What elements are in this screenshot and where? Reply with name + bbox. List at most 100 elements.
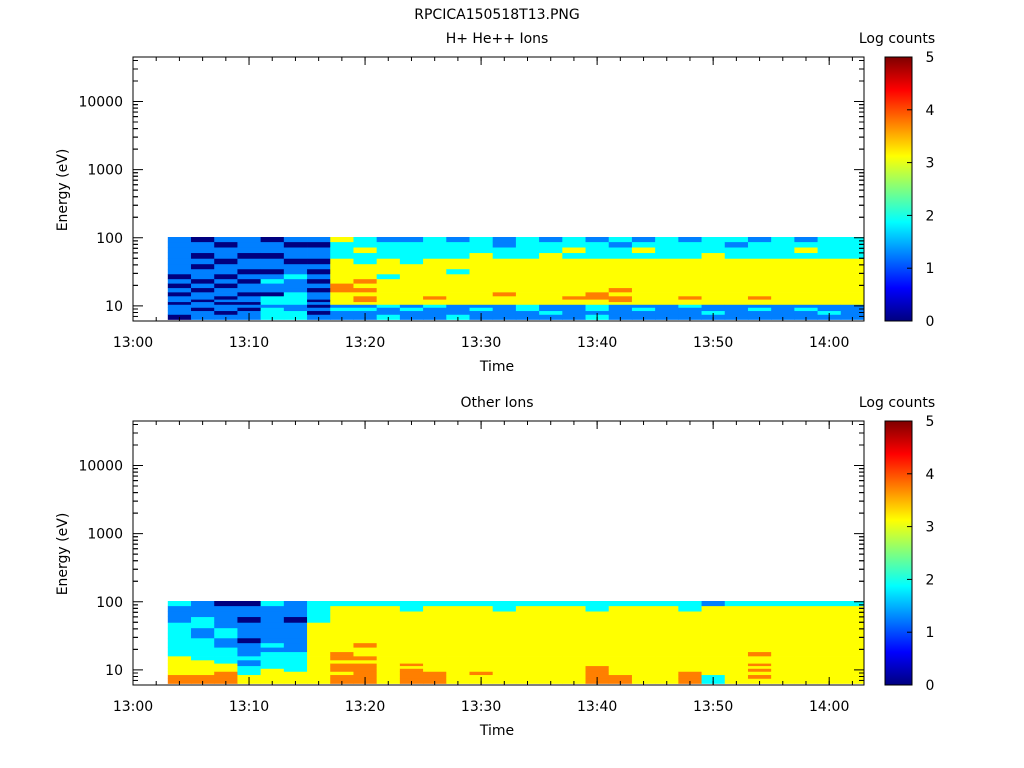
heatmap-cell <box>376 292 401 297</box>
heatmap-cell <box>423 241 447 248</box>
heatmap-cell <box>191 663 215 667</box>
heatmap-cell <box>446 627 470 634</box>
heatmap-cell <box>817 268 842 275</box>
heatmap-cell <box>562 296 586 300</box>
heatmap-cell <box>515 660 540 664</box>
heatmap-cell <box>631 611 656 618</box>
heatmap-cell <box>585 622 610 629</box>
heatmap-cell <box>608 273 633 280</box>
heatmap-cell <box>724 292 749 297</box>
heatmap-cell <box>747 292 772 297</box>
heatmap-cell <box>817 605 842 612</box>
heatmap-cell <box>376 263 401 270</box>
heatmap-cell <box>724 310 749 315</box>
heatmap-cell <box>771 258 795 265</box>
heatmap-cell <box>423 292 447 297</box>
heatmap-cell <box>423 632 447 639</box>
heatmap-cell <box>608 292 633 297</box>
heatmap-cell <box>794 632 818 639</box>
heatmap-cell <box>446 611 470 618</box>
heatmap-cell <box>283 668 308 672</box>
heatmap-cell <box>446 247 470 254</box>
heatmap-cell <box>353 611 378 618</box>
heatmap-cell <box>260 637 285 644</box>
heatmap-cell <box>631 647 656 653</box>
heatmap-cell <box>817 665 842 669</box>
y-tick-label: 1000 <box>87 163 123 179</box>
heatmap-cell <box>260 622 285 629</box>
heatmap-cell <box>330 304 354 308</box>
heatmap-cell <box>399 671 424 676</box>
heatmap-cell <box>655 273 679 280</box>
heatmap-cell <box>840 616 865 623</box>
colorbar-tick-label: 5 <box>926 50 935 66</box>
heatmap-cells <box>167 601 865 684</box>
heatmap-cell <box>655 299 679 303</box>
panel-h-he-ions: H+ He++ Ions Time Energy (eV) Log counts… <box>55 31 935 375</box>
heatmap-cell <box>701 299 726 303</box>
heatmap-cell <box>469 237 494 243</box>
heatmap-cell <box>330 601 354 607</box>
heatmap-cell <box>492 671 517 676</box>
heatmap-cell <box>167 671 192 676</box>
heatmap-cell <box>817 283 842 289</box>
heatmap-cell <box>307 263 331 270</box>
heatmap-cell <box>214 656 238 661</box>
heatmap-cell <box>469 622 494 629</box>
heatmap-cell <box>539 258 563 265</box>
heatmap-cell <box>214 273 238 280</box>
heatmap-cell <box>191 263 215 270</box>
heatmap-cell <box>771 660 795 664</box>
heatmap-cell <box>214 241 238 248</box>
heatmap-cell <box>608 656 633 661</box>
heatmap-cell <box>353 307 378 312</box>
heatmap-cell <box>423 665 447 669</box>
heatmap-cell <box>260 307 285 312</box>
heatmap-cell <box>585 292 610 297</box>
heatmap-cell <box>515 601 540 607</box>
heatmap-cell <box>446 665 470 669</box>
heatmap-cell <box>260 263 285 270</box>
heatmap-cell <box>655 296 679 300</box>
colorbar-tick-label: 2 <box>926 208 935 224</box>
heatmap-cell <box>423 663 447 667</box>
heatmap-cell <box>771 273 795 280</box>
heatmap-cell <box>446 307 470 312</box>
heatmap-cell <box>771 299 795 303</box>
heatmap-cell <box>237 605 262 612</box>
heatmap-cell <box>515 241 540 248</box>
heatmap-cell <box>492 642 517 648</box>
heatmap-cell <box>840 622 865 629</box>
heatmap-cell <box>840 605 865 612</box>
heatmap-cell <box>562 287 586 293</box>
heatmap-cell <box>307 656 331 661</box>
heatmap-cell <box>237 656 262 661</box>
heatmap-cell <box>724 601 749 607</box>
heatmap-cell <box>840 627 865 634</box>
heatmap-cell <box>469 668 494 672</box>
colorbar-label: Log counts <box>859 31 935 47</box>
heatmap-cell <box>724 660 749 664</box>
heatmap-cell <box>701 307 726 312</box>
heatmap-cell <box>283 278 308 284</box>
heatmap-cell <box>608 252 633 259</box>
heatmap-cell <box>608 296 633 300</box>
heatmap-cell <box>237 292 262 297</box>
heatmap-cell <box>353 273 378 280</box>
heatmap-cell <box>330 642 354 648</box>
heatmap-cell <box>469 258 494 265</box>
heatmap-cell <box>771 278 795 284</box>
heatmap-cell <box>237 273 262 280</box>
heatmap-cell <box>840 310 865 315</box>
colorbar <box>884 56 913 322</box>
heatmap-cell <box>423 299 447 303</box>
heatmap-cell <box>307 622 331 629</box>
heatmap-cell <box>283 660 308 664</box>
heatmap-cell <box>423 268 447 275</box>
heatmap-cell <box>701 622 726 629</box>
x-tick-label: 13:40 <box>577 699 617 715</box>
heatmap-cell <box>283 247 308 254</box>
heatmap-cell <box>446 668 470 672</box>
heatmap-cell <box>283 273 308 280</box>
heatmap-cell <box>655 283 679 289</box>
